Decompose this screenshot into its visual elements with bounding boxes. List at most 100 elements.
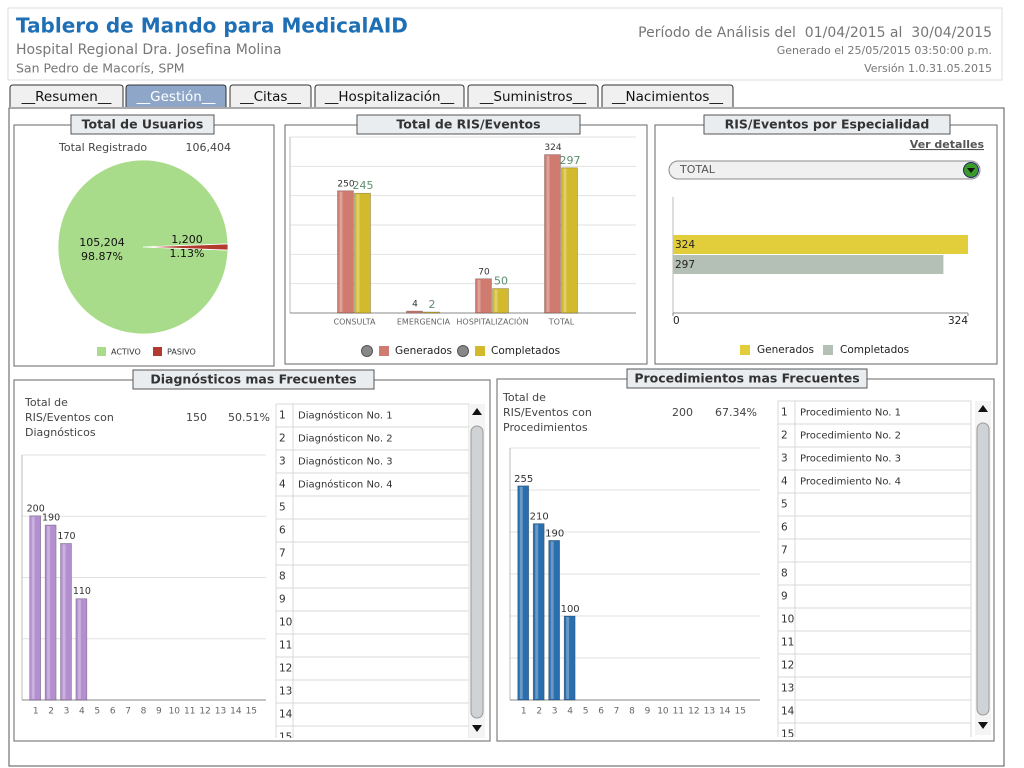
total-label: Total Registrado <box>58 141 147 154</box>
tab-label[interactable]: __Nacimientos__ <box>611 89 723 105</box>
tab[interactable] <box>601 84 734 107</box>
legend-swatch <box>97 347 106 356</box>
bar-highlight <box>31 516 35 699</box>
list-name: Procedimiento No. 2 <box>800 431 901 442</box>
list-row[interactable] <box>275 633 470 658</box>
list-row[interactable] <box>777 607 972 632</box>
tab[interactable] <box>125 84 227 107</box>
tab[interactable] <box>314 84 465 107</box>
list-row[interactable] <box>777 515 972 540</box>
details-link[interactable]: Ver detalles <box>910 138 985 151</box>
tab[interactable] <box>229 84 312 107</box>
period: Período de Análisis del 01/04/2015 al 30… <box>638 25 992 41</box>
list-number: 13 <box>781 683 794 695</box>
bar-highlight <box>566 617 570 699</box>
generated: Generado el 25/05/2015 03:50:00 p.m. <box>777 44 992 57</box>
list-number: 12 <box>781 660 794 672</box>
list-number: 12 <box>279 663 292 675</box>
x-tick-label: 2 <box>536 707 542 717</box>
x-tick-label: 6 <box>598 707 604 717</box>
scroll-down[interactable] <box>978 722 988 729</box>
x-tick-label: 11 <box>184 707 195 717</box>
dropdown-value[interactable]: TOTAL <box>679 163 716 176</box>
legend-checkbox[interactable] <box>361 345 373 357</box>
dropdown[interactable] <box>668 160 981 180</box>
title: Tablero de Mando para MedicalAID <box>16 14 408 38</box>
bar-highlight <box>47 526 51 699</box>
list-row[interactable] <box>777 584 972 609</box>
list-number: 2 <box>279 433 286 445</box>
tab[interactable] <box>9 84 124 107</box>
list-row[interactable] <box>777 630 972 655</box>
bar-value-label: 70 <box>478 267 490 277</box>
x-tick-label: 5 <box>583 707 589 717</box>
scrollbar-thumb[interactable] <box>976 422 990 716</box>
bar-highlight <box>477 279 481 312</box>
tab-label[interactable]: __Citas__ <box>239 89 301 105</box>
legend-swatch <box>153 347 162 356</box>
list-row[interactable] <box>275 656 470 681</box>
list-number: 5 <box>279 502 286 514</box>
x-tick-label: 13 <box>215 707 226 717</box>
tab-label[interactable]: __Suministros__ <box>479 89 586 105</box>
list-row[interactable] <box>777 561 972 586</box>
bar-value-label: 100 <box>561 604 580 615</box>
list-name: Procedimiento No. 3 <box>800 454 901 465</box>
legend-label: Completados <box>491 345 560 357</box>
bar-value-label: 4 <box>412 300 418 310</box>
panel-title-box <box>70 114 215 135</box>
scroll-down[interactable] <box>472 725 482 732</box>
panel-title: RIS/Eventos por Especialidad <box>725 117 930 132</box>
tab-label[interactable]: __Resumen__ <box>21 89 112 105</box>
list-row[interactable] <box>777 653 972 678</box>
x-tick-label: EMERGENCIA <box>397 318 451 327</box>
list-row[interactable] <box>275 541 470 566</box>
bar-highlight <box>550 541 554 699</box>
tab[interactable] <box>467 84 599 107</box>
panel-title-box <box>626 368 868 389</box>
list-row[interactable] <box>275 702 470 727</box>
x-tick-label: 9 <box>156 707 162 717</box>
list-row[interactable] <box>777 722 972 746</box>
list-row[interactable] <box>275 679 470 704</box>
tab-label[interactable]: __Hospitalización__ <box>324 89 454 105</box>
list-number: 15 <box>279 732 292 744</box>
list-row[interactable] <box>275 564 470 589</box>
list-row[interactable] <box>777 699 972 724</box>
list-number: 11 <box>781 637 794 649</box>
list-row[interactable] <box>777 492 972 517</box>
list-row[interactable] <box>275 610 470 635</box>
list-row[interactable] <box>777 538 972 563</box>
bar <box>354 192 371 314</box>
list-row[interactable] <box>777 676 972 701</box>
bar-highlight <box>356 194 360 312</box>
list-number: 15 <box>781 729 794 741</box>
list-row[interactable] <box>275 495 470 520</box>
scroll-up[interactable] <box>978 405 988 412</box>
list-row[interactable] <box>275 518 470 543</box>
bar-value-label: 245 <box>353 179 374 192</box>
scrollbar-thumb[interactable] <box>470 425 484 719</box>
list-row[interactable] <box>275 587 470 612</box>
bar <box>44 524 57 701</box>
scroll-up[interactable] <box>472 408 482 415</box>
bar-highlight <box>339 191 343 312</box>
x-tick-label: 5 <box>94 707 100 717</box>
bar <box>517 485 530 701</box>
dropdown-arrow[interactable] <box>967 168 975 173</box>
bar <box>406 310 423 314</box>
bar-value-label: 50 <box>494 275 508 288</box>
x-tick-label: 4 <box>79 707 85 717</box>
bar-highlight <box>494 289 498 312</box>
bar-value-label: 200 <box>27 503 45 514</box>
x-tick-label: CONSULTA <box>334 318 376 327</box>
summary-percent: 67.34% <box>715 406 757 419</box>
x-tick-label: 6 <box>110 707 116 717</box>
bar <box>544 154 561 314</box>
x-tick-label: 14 <box>719 707 731 717</box>
list-number: 9 <box>279 594 286 606</box>
legend-checkbox[interactable] <box>457 345 469 357</box>
tab-label[interactable]: __Gestión__ <box>136 89 216 105</box>
bar-value-label: 324 <box>675 239 695 251</box>
